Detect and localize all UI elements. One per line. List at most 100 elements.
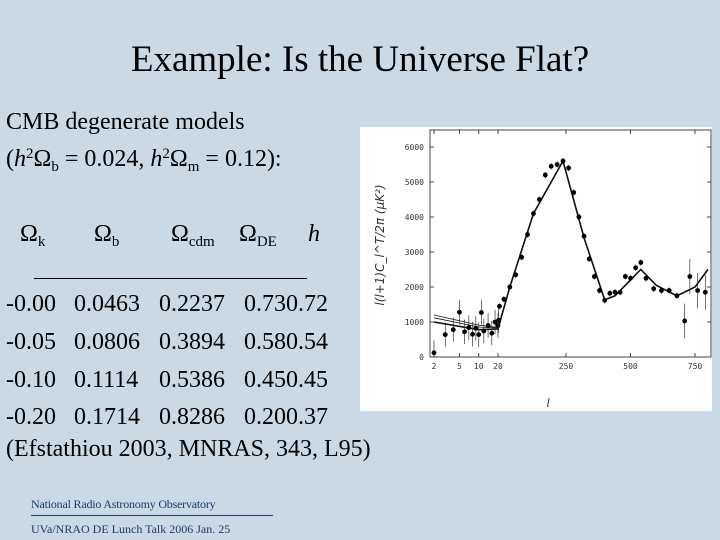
- data-point: [478, 310, 484, 315]
- header-omega-de: ΩDE: [239, 220, 277, 250]
- data-point: [666, 288, 672, 293]
- y-tick-label: 2000: [405, 283, 424, 292]
- data-point: [651, 286, 657, 292]
- subscript: m: [187, 159, 200, 175]
- y-axis-label: l(l+1)C_l^T/2π (μK²): [373, 184, 387, 305]
- footer-talk-info: UVa/NRAO DE Lunch Talk 2006 Jan. 25: [31, 522, 231, 536]
- data-point: [702, 289, 708, 295]
- data-point: [591, 274, 597, 279]
- omega-symbol: Ω: [239, 221, 257, 247]
- data-point: [513, 272, 519, 278]
- cell-h: 0.54: [286, 329, 328, 355]
- data-point: [622, 274, 628, 279]
- x-tick-label: 250: [559, 362, 574, 371]
- y-tick-label: 6000: [405, 143, 424, 152]
- data-point: [501, 296, 507, 302]
- data-point: [566, 165, 571, 171]
- data-point: [525, 232, 530, 237]
- header-omega-k: Ωk: [20, 220, 46, 250]
- x-tick-label: 10: [474, 362, 484, 371]
- data-point: [442, 332, 448, 337]
- subscript: k: [37, 234, 46, 250]
- data-point: [560, 158, 566, 164]
- subscript: cdm: [188, 234, 215, 250]
- data-point: [470, 331, 475, 337]
- x-tick-label: 20: [493, 362, 503, 371]
- data-point: [431, 350, 437, 356]
- intro-text: CMB degenerate models: [6, 109, 245, 135]
- superscript: 2: [162, 146, 170, 162]
- cell-h: 0.72: [286, 291, 328, 317]
- y-tick-label: 3000: [405, 248, 424, 257]
- equation-text: = 0.12):: [199, 146, 282, 172]
- header-omega-b: Ωb: [94, 220, 119, 250]
- data-point: [638, 260, 644, 265]
- y-tick-label: 5000: [405, 178, 424, 187]
- cell-omega-de: 0.73: [244, 291, 286, 317]
- model-curve: [433, 159, 709, 328]
- cell-omega-de: 0.20: [244, 404, 286, 430]
- data-point: [476, 332, 482, 337]
- cell-omega-b: 0.1114: [74, 367, 139, 393]
- subscript: DE: [256, 234, 277, 250]
- omega-symbol: Ω: [20, 221, 38, 247]
- paren: (: [6, 146, 14, 172]
- data-point: [571, 190, 577, 195]
- h-symbol: h: [308, 221, 320, 247]
- y-tick-label: 4000: [405, 213, 424, 222]
- data-point: [659, 288, 664, 293]
- y-tick-label: 1000: [405, 318, 424, 327]
- cell-omega-b: 0.0806: [74, 329, 140, 355]
- subscript: b: [51, 159, 59, 175]
- data-point: [462, 329, 467, 335]
- data-point: [607, 290, 613, 296]
- data-point: [695, 288, 700, 293]
- data-point: [531, 211, 536, 216]
- data-point: [496, 317, 501, 323]
- data-point: [473, 325, 479, 331]
- omega-symbol: Ω: [94, 221, 112, 247]
- cmb-power-spectrum-chart: 0 1000 2000 3000 4000 5000 6000 2 5 10 20 250 500 750…: [360, 127, 712, 411]
- y-tick-label: 0: [419, 353, 424, 362]
- data-point: [682, 318, 688, 324]
- cell-omega-cdm: 0.5386: [159, 367, 225, 393]
- data-point: [554, 162, 560, 167]
- x-tick-label: 2: [432, 362, 437, 371]
- cell-omega-k: -0.05: [6, 329, 56, 355]
- data-point: [489, 330, 495, 336]
- data-point: [687, 274, 693, 279]
- cell-omega-de: 0.58: [244, 329, 286, 355]
- h-symbol: h: [150, 146, 163, 172]
- superscript: 2: [26, 146, 34, 162]
- data-point: [495, 323, 501, 328]
- data-point: [586, 256, 592, 262]
- data-point: [497, 303, 502, 309]
- header-h: h: [308, 220, 320, 248]
- reference-citation: (Efstathiou 2003, MNRAS, 343, L95): [6, 436, 371, 462]
- omega-symbol: Ω: [171, 221, 189, 247]
- cell-omega-b: 0.0463: [74, 291, 140, 317]
- data-point: [612, 289, 618, 295]
- data-point: [507, 284, 513, 290]
- cell-omega-k: -0.20: [6, 404, 56, 430]
- cell-omega-b: 0.1714: [74, 404, 140, 430]
- footer-organization: National Radio Astronomy Observatory: [31, 497, 216, 511]
- cell-h: 0.45: [286, 367, 328, 393]
- equation-text: = 0.024,: [58, 146, 151, 172]
- data-point: [643, 275, 649, 281]
- cell-omega-k: -0.00: [6, 291, 56, 317]
- cell-h: 0.37: [286, 404, 328, 430]
- x-tick-label: 500: [623, 362, 638, 371]
- data-point: [548, 163, 554, 169]
- data-point: [628, 275, 633, 281]
- data-point: [519, 254, 525, 260]
- x-tick-label: 750: [688, 362, 703, 371]
- omega-symbol: Ω: [33, 146, 52, 172]
- cell-omega-cdm: 0.3894: [159, 329, 225, 355]
- table-divider: [34, 278, 307, 279]
- data-point: [581, 233, 587, 239]
- cell-omega-cdm: 0.2237: [159, 291, 225, 317]
- data-point: [602, 297, 608, 303]
- h-symbol: h: [14, 146, 26, 172]
- header-omega-cdm: Ωcdm: [171, 220, 215, 250]
